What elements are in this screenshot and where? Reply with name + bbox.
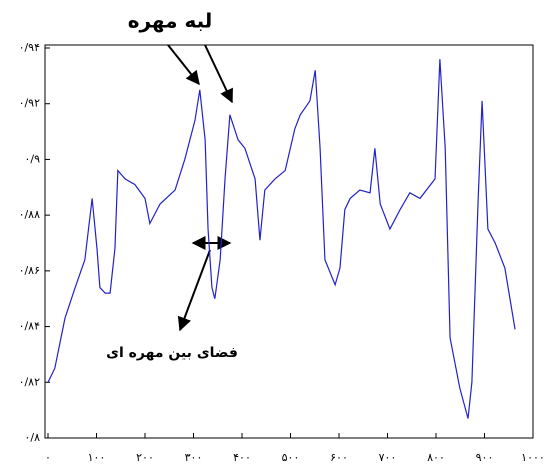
arrow: [177, 249, 211, 332]
y-tick-label: ۰/۸: [24, 431, 40, 444]
y-tick-label: ۰/۹۴: [19, 41, 41, 54]
data-line: [47, 59, 516, 419]
plot-frame: [44, 44, 534, 439]
y-tick-label: ۰/۹: [24, 152, 40, 165]
y-tick-label: ۰/۸۶: [19, 264, 40, 277]
x-tick-label: ۰: [45, 451, 51, 464]
x-tick-label: ۶۰۰: [330, 451, 348, 464]
x-tick-label: ۳۰۰: [185, 451, 203, 464]
y-tick-label: ۰/۸۸: [19, 208, 41, 221]
arrows: [167, 44, 233, 332]
y-tick-label: ۰/۹۲: [19, 97, 41, 110]
x-tick-label: ۱۰۰۰: [521, 451, 545, 464]
annotation: فضای بین مهره ای: [106, 345, 238, 361]
arrow: [167, 44, 200, 86]
y-tick-label: ۰/۸۲: [19, 375, 41, 388]
x-tick-label: ۵۰۰: [282, 451, 300, 464]
x-tick-label: ۹۰۰: [476, 451, 494, 464]
arrow: [204, 44, 233, 104]
y-tick-label: ۰/۸۴: [19, 320, 41, 333]
x-tick-label: ۷۰۰: [379, 451, 397, 464]
x-tick-label: ۲۰۰: [136, 451, 154, 464]
x-tick-label: ۱۰۰: [88, 451, 106, 464]
x-tick-label: ۸۰۰: [427, 451, 445, 464]
annotation: لبه مهره: [128, 9, 213, 33]
x-tick-label: ۴۰۰: [233, 451, 251, 464]
